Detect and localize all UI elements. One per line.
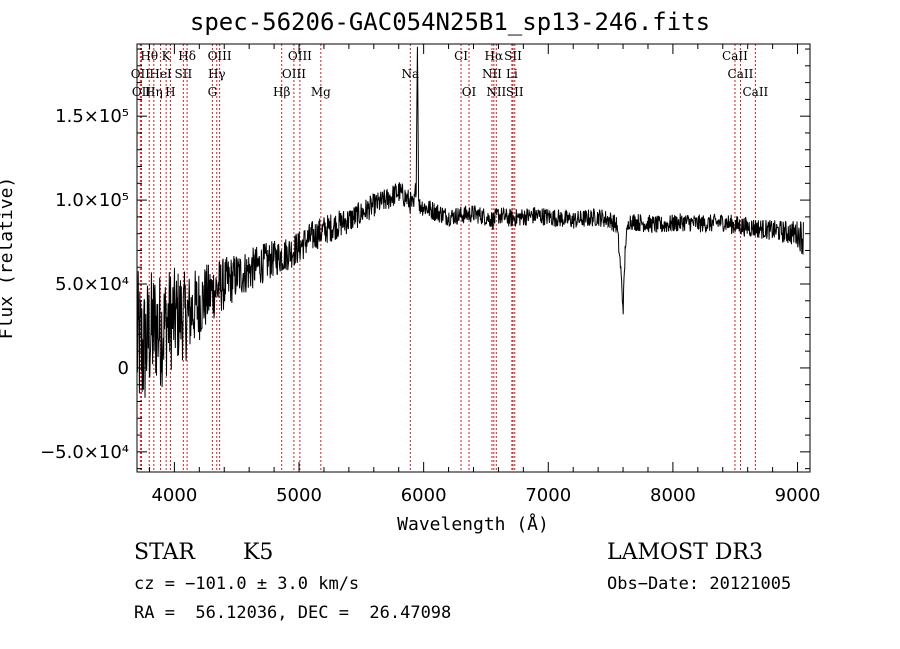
line-label: Hθ bbox=[140, 49, 158, 63]
line-label: SII bbox=[175, 67, 193, 81]
plot-frame bbox=[136, 43, 811, 473]
x-tick-label: 8000 bbox=[650, 485, 696, 506]
chart-title: spec-56206-GAC054N25B1_sp13-246.fits bbox=[189, 8, 711, 36]
line-label: K bbox=[162, 49, 172, 63]
line-label: OII bbox=[131, 67, 151, 81]
y-axis-label: Flux (relative) bbox=[0, 177, 17, 340]
line-label: CI bbox=[454, 49, 468, 63]
line-label: G bbox=[208, 85, 218, 99]
x-tick-label: 6000 bbox=[401, 485, 447, 506]
y-tick-label: −5.0×10⁴ bbox=[40, 442, 129, 463]
line-label: OIII bbox=[282, 67, 306, 81]
line-label: CaII bbox=[722, 49, 748, 63]
line-label: SII bbox=[504, 49, 522, 63]
line-label: CaII bbox=[742, 85, 768, 99]
spectrum-line bbox=[136, 46, 804, 398]
line-label: Hδ bbox=[178, 49, 196, 63]
object-subclass: K5 bbox=[243, 540, 274, 565]
x-tick-label: 7000 bbox=[525, 485, 571, 506]
line-label: CaII bbox=[728, 67, 754, 81]
redshift-velocity: cz = −101.0 ± 3.0 km/s bbox=[134, 574, 360, 594]
y-tick-label: 1.0×10⁵ bbox=[55, 190, 129, 211]
y-tick-label: 1.5×10⁵ bbox=[55, 106, 129, 127]
line-label: Hα bbox=[485, 49, 504, 63]
x-tick-label: 4000 bbox=[151, 485, 197, 506]
line-label: OIII bbox=[288, 49, 312, 63]
line-label: Li bbox=[506, 67, 518, 81]
line-label: OIII bbox=[208, 49, 232, 63]
line-label: NII bbox=[486, 85, 506, 99]
line-label: HeI bbox=[149, 67, 172, 81]
survey-name: LAMOST DR3 bbox=[607, 540, 763, 565]
line-label: SII bbox=[506, 85, 524, 99]
y-tick-label: 0 bbox=[118, 358, 129, 379]
line-label: Hη bbox=[145, 85, 163, 99]
x-axis-label: Wavelength (Å) bbox=[397, 513, 549, 535]
sky-coordinates: RA = 56.12036, DEC = 26.47098 bbox=[134, 603, 452, 623]
x-tick-label: 9000 bbox=[775, 485, 821, 506]
x-tick-label: 5000 bbox=[276, 485, 322, 506]
line-label: Mg bbox=[311, 85, 331, 99]
line-label: NII bbox=[482, 67, 502, 81]
object-class: STAR bbox=[134, 540, 195, 565]
line-label: OI bbox=[462, 85, 477, 99]
line-label: Hγ bbox=[208, 67, 226, 81]
line-label: Na bbox=[401, 67, 419, 81]
line-label: Hβ bbox=[273, 85, 290, 99]
observation-date: Obs−Date: 20121005 bbox=[607, 574, 792, 594]
line-label: H bbox=[165, 85, 175, 99]
y-tick-label: 5.0×10⁴ bbox=[55, 274, 129, 295]
